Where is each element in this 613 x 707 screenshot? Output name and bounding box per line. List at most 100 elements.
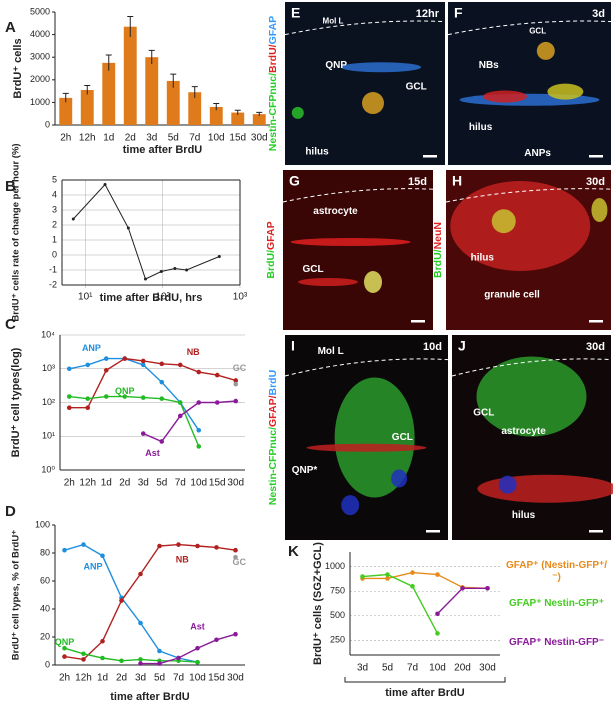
data-point — [66, 405, 72, 411]
cell-blob — [477, 474, 613, 503]
image-panel: E 12hr Mol L QNP GCL hilus Nestin-CFPnuc/BrdU/… — [267, 2, 446, 165]
x-tick-label: 20d — [454, 663, 471, 674]
y-tick-label: 1000 — [325, 561, 345, 571]
panel-letter: A — [5, 19, 16, 36]
data-point — [214, 400, 220, 405]
x-tick-label: 3d — [135, 673, 146, 684]
data-point — [119, 658, 124, 664]
x-tick-label: 7d — [175, 478, 186, 489]
data-point — [157, 543, 162, 549]
layer-boundary — [284, 20, 446, 36]
x-tick-label: 2h — [59, 673, 70, 684]
time-label: 30d — [586, 341, 605, 353]
stain-part: Nestin-CFPnuc/ — [267, 73, 279, 151]
data-point — [196, 444, 202, 449]
series-label: QNP — [115, 386, 135, 396]
x-tick-label: 30d — [227, 673, 244, 684]
y-tick-label: 500 — [330, 610, 345, 620]
series-label: QNP — [55, 637, 75, 647]
y-tick-label: 10⁰ — [41, 464, 55, 474]
x-tick-label: 3d — [357, 663, 368, 674]
x-tick-label: 1d — [103, 133, 114, 144]
stain-part: GFAP/ — [267, 395, 279, 427]
data-point — [385, 572, 390, 577]
data-point — [62, 654, 67, 659]
data-point — [140, 395, 146, 400]
cell-blob — [334, 377, 415, 498]
panel-letter: J — [458, 338, 466, 354]
data-point — [103, 394, 109, 399]
x-tick-label: 7d — [407, 663, 418, 674]
annotation: GCL — [529, 26, 546, 35]
data-point — [126, 226, 130, 230]
data-point — [103, 183, 107, 186]
stain-part: BrdU/ — [265, 250, 277, 279]
panel-letter: E — [291, 5, 300, 21]
cell-blob — [591, 198, 608, 222]
data-point — [140, 431, 146, 436]
y-tick-label: 0 — [45, 659, 50, 669]
scale-bar — [589, 320, 603, 323]
data-point — [410, 584, 415, 589]
bar — [188, 92, 202, 125]
x-tick-label: 3d — [138, 478, 149, 489]
data-point — [217, 255, 221, 258]
y-tick-label: 5000 — [30, 6, 50, 16]
data-point — [81, 542, 86, 547]
series-label: GC — [233, 363, 247, 373]
series-line — [64, 543, 236, 661]
cell-blob — [298, 278, 358, 286]
data-point — [233, 378, 239, 383]
series-label: Ast — [190, 622, 205, 632]
bar — [145, 57, 159, 126]
x-tick-label: 7d — [173, 673, 184, 684]
x-tick-label: 1d — [97, 673, 108, 684]
data-point — [66, 394, 72, 399]
x-tick-label: 30d — [227, 478, 244, 489]
y-tick-label: 3 — [52, 204, 57, 214]
chart-c: C 2h 12h 1d 2d 3d 5d 7d 10d 15d 30d 10⁰ 10¹ 10² 10³ 10⁴… — [5, 316, 247, 489]
series-label: NB — [176, 554, 189, 564]
data-point — [85, 362, 91, 368]
annotation: Mol L — [323, 17, 344, 26]
cell-blob — [547, 83, 584, 100]
micrograph — [283, 170, 433, 330]
scale-bar — [423, 155, 437, 158]
stain-part: NeuN — [432, 222, 444, 249]
x-tick-label: 12h — [75, 673, 92, 684]
bar — [59, 97, 73, 125]
panel-letter: I — [291, 338, 295, 354]
data-point — [100, 638, 105, 644]
panel-letter: D — [5, 503, 16, 520]
data-point — [100, 655, 105, 661]
data-point — [185, 268, 189, 272]
bar — [80, 89, 94, 125]
image-panel: F 3d GCL NBs hilus ANPs — [447, 2, 612, 165]
x-tick-label: 7d — [189, 133, 200, 144]
x-tick-label: 10² — [155, 292, 170, 303]
series-line — [64, 647, 198, 663]
data-point — [138, 571, 143, 577]
series-label: NB — [187, 347, 200, 357]
cell-blob — [291, 106, 304, 119]
chart-a: A 2h 12h 1d 2d 3d 5d 7d 10d 15d 30d 0 1000 2000 3000 40… — [5, 6, 270, 156]
panel-letter: B — [5, 178, 16, 195]
data-point — [138, 657, 143, 662]
data-point — [143, 277, 147, 281]
error-bar — [213, 103, 220, 111]
data-point — [159, 439, 165, 444]
data-point — [435, 572, 440, 577]
data-point — [214, 372, 220, 378]
y-axis-title: BrdU⁺ cells — [12, 38, 24, 98]
annotation: GCL — [302, 264, 323, 275]
annotation: GCL — [392, 432, 413, 443]
data-point — [85, 396, 91, 401]
y-axis-title: BrdU⁺ cells (SGZ+GCL) — [312, 542, 324, 665]
y-tick-label: 10³ — [42, 363, 55, 373]
error-bar — [234, 109, 241, 115]
y-tick-label: 4000 — [30, 29, 50, 39]
annotation: GCL — [406, 81, 427, 92]
data-point — [460, 585, 465, 591]
x-tick-label: 5d — [382, 663, 393, 674]
